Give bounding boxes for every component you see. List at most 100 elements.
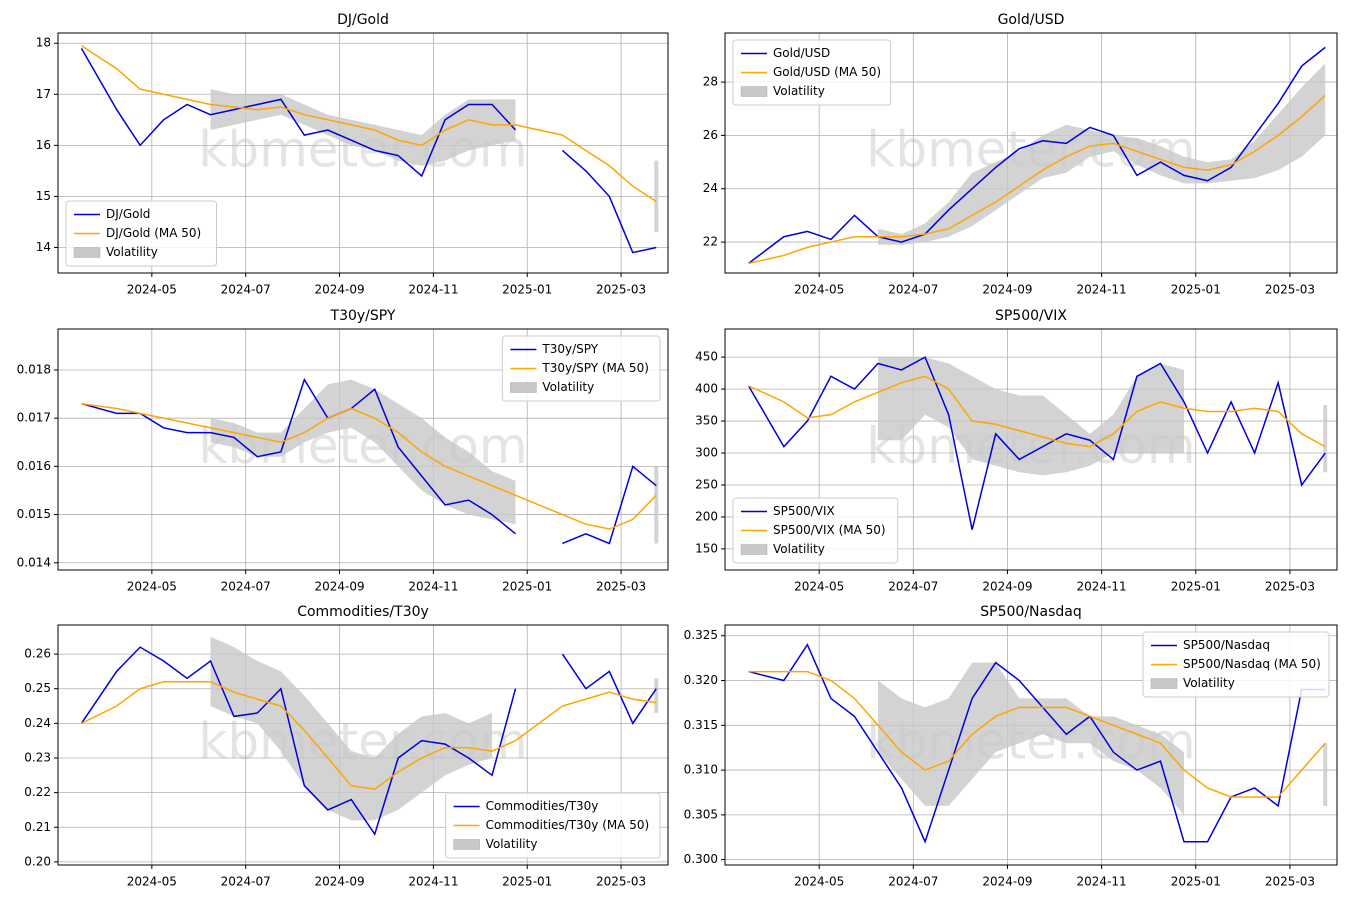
plot-area [81, 377, 659, 545]
volatility-band [1323, 743, 1328, 806]
x-tick-label: 2025-03 [596, 875, 646, 889]
y-tick-label: 0.25 [24, 681, 51, 695]
x-tick-label: 2024-11 [408, 875, 458, 889]
y-tick-label: 0.22 [24, 785, 51, 799]
x-tick-label: 2025-01 [502, 580, 552, 594]
y-tick-label: 200 [695, 509, 718, 523]
legend-label: SP500/VIX (MA 50) [773, 523, 886, 537]
y-tick-label: 0.018 [17, 362, 51, 376]
legend-label: T30y/SPY [541, 342, 598, 356]
x-tick-label: 2024-07 [221, 580, 271, 594]
plot-area [80, 45, 659, 254]
y-tick-label: 0.325 [684, 628, 718, 642]
series-line [747, 356, 1326, 530]
legend: Gold/USD Gold/USD (MA 50) Volatility [732, 39, 892, 106]
x-tick-label: 2025-01 [502, 283, 552, 297]
x-tick-label: 2025-03 [1265, 580, 1315, 594]
legend: SP500/Nasdaq SP500/Nasdaq (MA 50) Volatili… [1142, 631, 1330, 698]
legend-label: Commodities/T30y [486, 799, 599, 813]
x-tick-label: 2025-03 [596, 283, 646, 297]
volatility-band [210, 636, 493, 821]
legend-label: SP500/VIX [773, 504, 835, 518]
legend-label: Gold/USD (MA 50) [773, 65, 881, 79]
y-tick-label: 24 [703, 181, 718, 195]
x-tick-label: 2024-11 [408, 283, 458, 297]
series-line [81, 377, 516, 535]
legend-label: Volatility [486, 837, 538, 851]
panel: kbmeter.com0.200.210.220.230.240.250.262… [24, 604, 669, 889]
x-tick-label: 2025-01 [1171, 580, 1221, 594]
x-tick-label: 2025-01 [502, 875, 552, 889]
y-tick-label: 250 [695, 477, 718, 491]
series-line [81, 681, 657, 790]
x-tick-label: 2024-05 [127, 875, 177, 889]
y-tick-label: 0.014 [17, 555, 51, 569]
axes-frame [724, 328, 1338, 571]
legend-label: SP500/Nasdaq (MA 50) [1183, 657, 1321, 671]
legend-box [732, 39, 892, 106]
y-tick-label: 0.26 [24, 647, 51, 661]
y-tick-label: 0.23 [24, 750, 51, 764]
x-tick-label: 2024-07 [888, 875, 938, 889]
series-line [80, 646, 517, 836]
series-line [748, 375, 1326, 448]
legend-label: DJ/Gold (MA 50) [106, 226, 201, 240]
x-tick-label: 2024-09 [314, 875, 364, 889]
y-tick-label: 300 [695, 446, 718, 460]
y-tick-label: 0.21 [24, 820, 51, 834]
x-tick-label: 2024-09 [314, 580, 364, 594]
panel: kbmeter.com0.3000.3050.3100.3150.3200.32… [684, 604, 1338, 889]
legend-label: Volatility [773, 84, 825, 98]
chart-title: SP500/VIX [995, 308, 1067, 324]
legend-label: SP500/Nasdaq [1183, 638, 1270, 652]
legend-box [445, 792, 661, 859]
x-tick-label: 2024-09 [982, 580, 1032, 594]
y-tick-label: 0.305 [684, 807, 718, 821]
axes-frame [57, 624, 669, 866]
volatility-band [878, 357, 1184, 476]
series-line [80, 47, 517, 178]
volatility-band [878, 63, 1326, 245]
y-tick-label: 0.20 [24, 854, 51, 868]
legend-label: Volatility [773, 542, 825, 556]
legend-swatch [73, 247, 101, 258]
legend-box [65, 200, 217, 267]
y-tick-label: 0.016 [17, 459, 51, 473]
series-line [81, 402, 657, 530]
y-tick-label: 17 [36, 87, 51, 101]
panel: kbmeter.com1502002503003504004502024-052… [695, 308, 1338, 594]
x-tick-label: 2024-05 [794, 875, 844, 889]
x-tick-label: 2025-03 [1265, 875, 1315, 889]
axes-frame [724, 32, 1338, 274]
volatility-band [654, 160, 659, 233]
y-tick-label: 22 [703, 235, 718, 249]
legend-box [501, 335, 661, 402]
legend: DJ/Gold DJ/Gold (MA 50) Volatility [65, 200, 217, 267]
legend-label: Volatility [106, 245, 158, 259]
x-tick-label: 2024-11 [408, 580, 458, 594]
x-tick-label: 2024-09 [982, 283, 1032, 297]
plot-area [80, 636, 659, 836]
volatility-band [1323, 405, 1328, 473]
axes-frame [724, 624, 1338, 866]
y-tick-label: 400 [695, 382, 718, 396]
x-tick-label: 2024-05 [794, 580, 844, 594]
y-tick-label: 15 [36, 189, 51, 203]
x-tick-label: 2024-09 [982, 875, 1032, 889]
y-tick-label: 14 [36, 240, 51, 254]
x-tick-label: 2024-05 [127, 580, 177, 594]
legend-box [1142, 631, 1330, 698]
legend: SP500/VIX SP500/VIX (MA 50) Volatility [732, 497, 899, 564]
y-tick-label: 0.017 [17, 411, 51, 425]
x-tick-label: 2024-11 [1077, 580, 1127, 594]
x-tick-label: 2025-01 [1171, 875, 1221, 889]
x-tick-label: 2024-05 [127, 283, 177, 297]
legend: Commodities/T30y Commodities/T30y (MA 50)… [445, 792, 661, 859]
series-line [562, 465, 657, 545]
panel: kbmeter.com0.0140.0150.0160.0170.0182024… [17, 308, 669, 594]
legend-swatch [453, 839, 480, 850]
legend-swatch [510, 382, 537, 393]
x-tick-label: 2025-01 [1171, 283, 1221, 297]
y-tick-label: 16 [36, 138, 51, 152]
y-tick-label: 26 [703, 128, 718, 142]
